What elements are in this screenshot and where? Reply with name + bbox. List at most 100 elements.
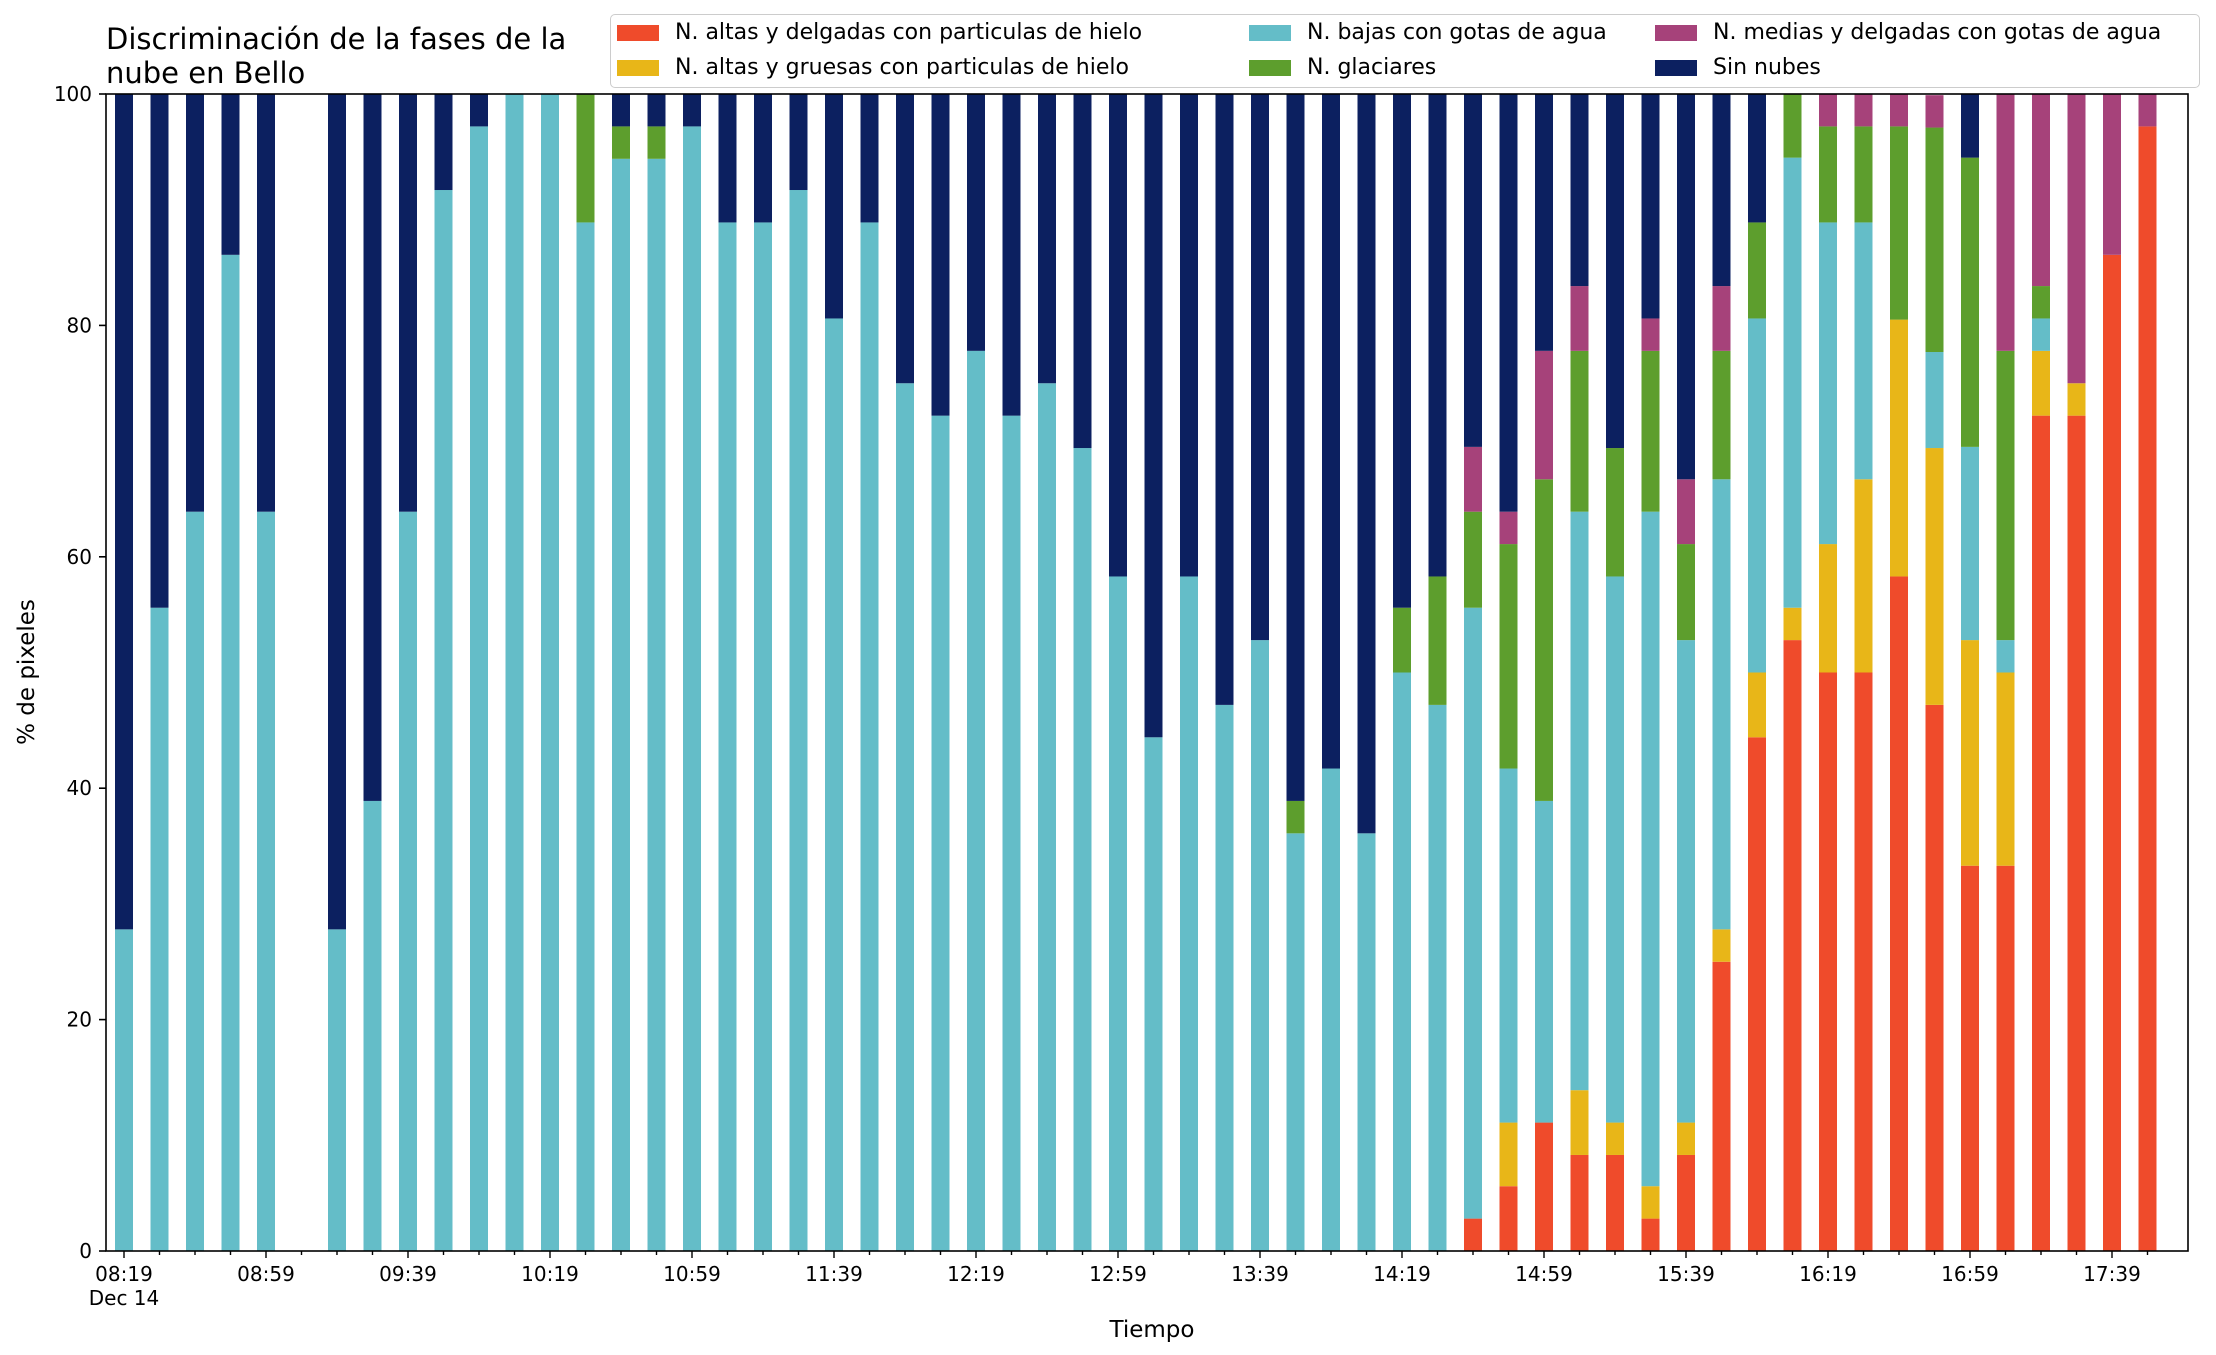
bar-segment bbox=[1854, 222, 1873, 480]
bar-segment bbox=[754, 222, 772, 1252]
bar-segment bbox=[1109, 576, 1127, 1251]
bar-segment bbox=[1570, 350, 1589, 512]
bar-segment bbox=[1570, 511, 1589, 1091]
bar-segment bbox=[1677, 640, 1695, 1123]
bar-segment bbox=[1606, 1122, 1624, 1155]
legend-label-medias-delgadas: N. medias y delgadas con gotas de agua bbox=[1713, 20, 2162, 45]
bar-segment bbox=[1286, 800, 1305, 834]
bar-segment bbox=[612, 158, 630, 1251]
bar-segment bbox=[115, 929, 133, 1251]
bar-segment bbox=[1712, 929, 1731, 962]
bar-segment bbox=[1180, 94, 1198, 577]
bar-segment bbox=[1535, 94, 1553, 351]
x-tick-label: 17:39 bbox=[2083, 1262, 2141, 1286]
bar-segment bbox=[2138, 126, 2157, 1251]
bar-segment bbox=[860, 94, 879, 223]
bar-segment bbox=[541, 94, 559, 1251]
bar-segment bbox=[1748, 222, 1766, 319]
bar-segment bbox=[1393, 672, 1411, 1251]
bar-segment bbox=[221, 94, 240, 255]
bar-segment bbox=[2103, 94, 2121, 255]
bar-segment bbox=[2032, 415, 2050, 1251]
bar-segment bbox=[1038, 383, 1056, 1251]
legend-item-glaciares: N. glaciares bbox=[1249, 55, 1436, 80]
bar-segment bbox=[1712, 479, 1731, 930]
bar-segment bbox=[1606, 94, 1624, 449]
bar-segment bbox=[1748, 737, 1766, 1251]
bars-group bbox=[115, 94, 2157, 1252]
legend-swatch-bajas-agua bbox=[1249, 24, 1291, 41]
bar-segment bbox=[1144, 737, 1163, 1251]
bar-segment bbox=[647, 158, 666, 1251]
bar-segment bbox=[1677, 544, 1695, 641]
x-tick-sublabel-date: Dec 14 bbox=[89, 1286, 160, 1310]
bar-segment bbox=[789, 190, 808, 1251]
bar-segment bbox=[1286, 833, 1305, 1251]
bar-segment bbox=[2103, 254, 2121, 1251]
bar-segment bbox=[1499, 544, 1518, 769]
bar-segment bbox=[1677, 1122, 1695, 1155]
chart-title-line-2: nube en Bello bbox=[106, 56, 306, 90]
legend-swatch-altas-delgadas bbox=[617, 24, 659, 41]
bar-segment bbox=[1712, 94, 1731, 287]
bar-segment bbox=[1144, 94, 1163, 738]
bar-segment bbox=[1535, 479, 1553, 801]
bar-segment bbox=[718, 222, 737, 1252]
bar-segment bbox=[1038, 94, 1056, 384]
bar-segment bbox=[1570, 1154, 1589, 1251]
bar-segment bbox=[1748, 94, 1766, 223]
bar-segment bbox=[825, 94, 843, 319]
bar-segment bbox=[1925, 95, 1944, 128]
y-axis-label: % de pixeles bbox=[14, 599, 40, 745]
legend-swatch-glaciares bbox=[1249, 59, 1291, 76]
bar-segment bbox=[1357, 94, 1376, 834]
bar-segment bbox=[1215, 94, 1234, 705]
bar-segment bbox=[1499, 94, 1518, 512]
bar-segment bbox=[1251, 640, 1269, 1251]
bar-segment bbox=[2032, 286, 2050, 319]
bar-segment bbox=[1961, 865, 1979, 1251]
bar-segment bbox=[1748, 672, 1766, 738]
bar-segment bbox=[1641, 1218, 1660, 1251]
legend-item-altas-delgadas: N. altas y delgadas con particulas de hi… bbox=[617, 20, 1142, 45]
bar-segment bbox=[2067, 415, 2086, 1251]
bar-segment bbox=[399, 94, 417, 512]
bar-segment bbox=[1641, 1186, 1660, 1219]
bar-segment bbox=[1677, 1154, 1695, 1251]
bar-segment bbox=[505, 94, 524, 1251]
chart-legend: N. altas y delgadas con particulas de hi… bbox=[610, 14, 2200, 88]
bar-segment bbox=[1393, 94, 1411, 608]
bar-segment bbox=[683, 126, 701, 1251]
y-tick-label: 0 bbox=[79, 1239, 92, 1263]
bar-segment bbox=[1748, 318, 1766, 673]
x-axis-label: Tiempo bbox=[1109, 1317, 1195, 1343]
y-tick-label: 40 bbox=[67, 776, 92, 800]
legend-label-altas-delgadas: N. altas y delgadas con particulas de hi… bbox=[675, 20, 1143, 45]
y-tick-label: 80 bbox=[67, 313, 92, 337]
chart-title-line-1: Discriminación de la fases de la bbox=[106, 22, 567, 56]
bar-segment bbox=[1428, 94, 1447, 577]
x-tick-label: 09:39 bbox=[379, 1262, 437, 1286]
bar-segment bbox=[1322, 768, 1340, 1251]
bar-segment bbox=[1925, 127, 1944, 353]
bar-segment bbox=[1854, 479, 1873, 673]
bar-segment bbox=[754, 94, 772, 223]
bar-segment bbox=[257, 511, 275, 1251]
bar-segment bbox=[2032, 350, 2050, 416]
bar-segment bbox=[967, 350, 985, 1252]
bar-segment bbox=[1961, 157, 1979, 447]
bar-segment bbox=[576, 94, 595, 223]
legend-label-glaciares: N. glaciares bbox=[1307, 55, 1437, 80]
legend-label-sin-nubes: Sin nubes bbox=[1713, 55, 1821, 80]
bar-segment bbox=[1783, 640, 1802, 1251]
bar-segment bbox=[896, 94, 914, 384]
x-tick-label: 10:19 bbox=[521, 1262, 579, 1286]
bar-segment bbox=[1783, 157, 1802, 608]
bar-segment bbox=[1890, 576, 1908, 1251]
bar-segment bbox=[1606, 576, 1624, 1123]
bar-segment bbox=[434, 94, 453, 191]
bar-segment bbox=[1251, 94, 1269, 641]
bar-segment bbox=[1570, 1090, 1589, 1155]
bar-segment bbox=[1819, 126, 1837, 223]
legend-item-sin-nubes: Sin nubes bbox=[1655, 55, 1821, 80]
